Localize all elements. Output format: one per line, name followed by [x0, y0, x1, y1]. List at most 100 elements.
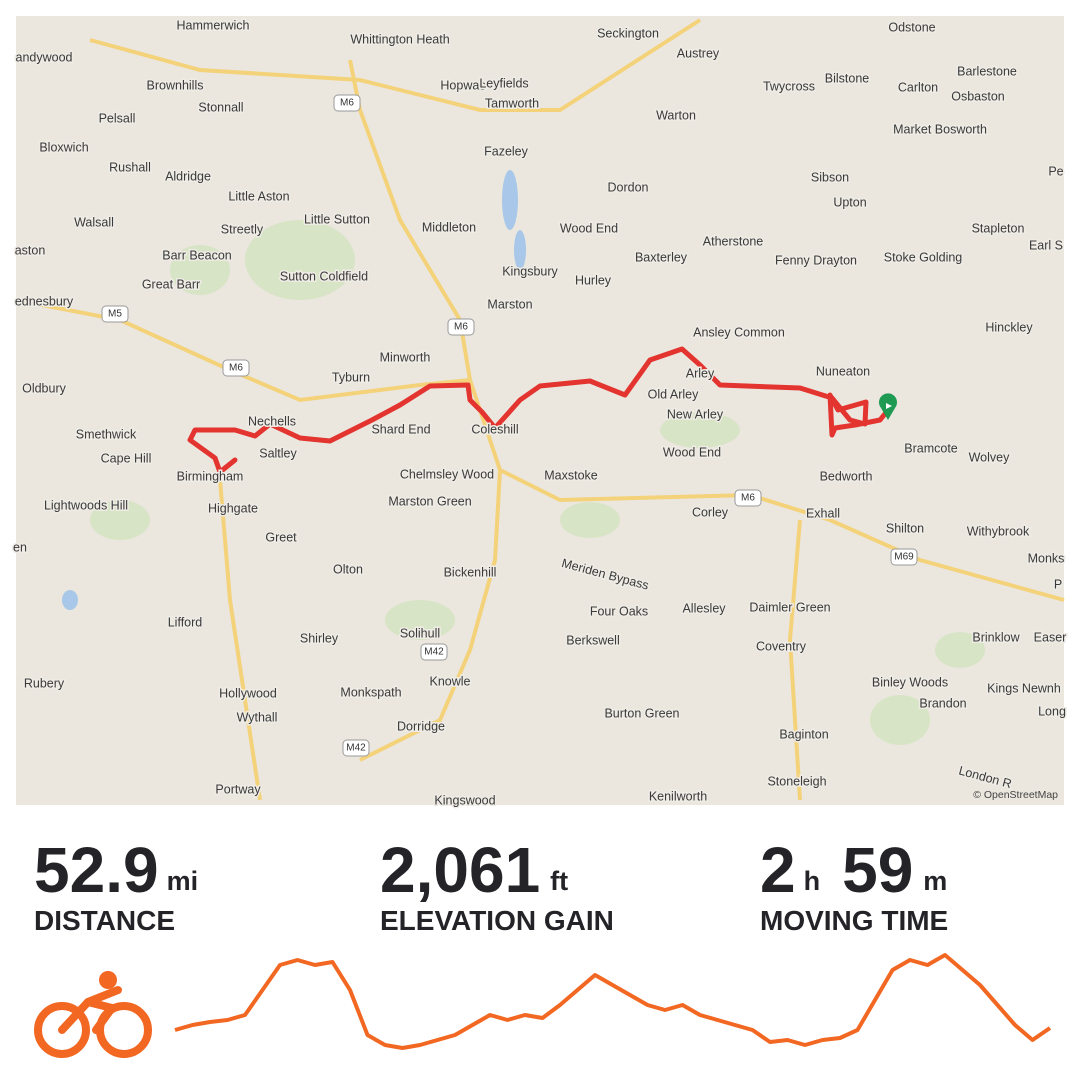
stat-label: MOVING TIME: [760, 905, 948, 936]
place-label: Long: [1038, 704, 1066, 718]
place-label: Oldbury: [22, 381, 67, 395]
elevation-profile: [174, 953, 1052, 1050]
place-label: Stoke Golding: [884, 250, 963, 264]
place-label: Wood End: [560, 221, 618, 235]
place-label: Lifford: [168, 615, 203, 629]
road-shield: [342, 739, 370, 757]
place-label: Portway: [215, 782, 261, 796]
place-label: Stonnall: [198, 100, 243, 114]
place-label: New Arley: [667, 407, 724, 421]
map: Hammerwich Whittington Heath Seckington Aus…: [12, 16, 1068, 809]
place-label: Withybrook: [967, 524, 1030, 538]
place-label: Stapleton: [972, 221, 1025, 235]
place-label: Dorridge: [397, 719, 445, 733]
road-label: M69: [894, 552, 914, 563]
road-label: M6: [454, 322, 468, 333]
place-label: Olton: [333, 562, 363, 576]
place-label: Corley: [692, 505, 729, 519]
place-label: Nuneaton: [816, 364, 870, 378]
place-label: Walsall: [74, 215, 114, 229]
place-label: Sutton Coldfield: [280, 269, 368, 283]
stat-label: ELEVATION GAIN: [380, 905, 614, 936]
place-label: andywood: [16, 50, 73, 64]
place-label: Wolvey: [969, 450, 1011, 464]
stat-value: 59: [842, 834, 913, 906]
place-label: Kingsbury: [502, 264, 558, 278]
place-label: Austrey: [677, 46, 720, 60]
place-label: Berkswell: [566, 633, 620, 647]
place-label: Greet: [265, 530, 297, 544]
map-water: [62, 170, 526, 610]
place-label: Binley Woods: [872, 675, 948, 689]
place-label: en: [13, 540, 27, 554]
place-label: Osbaston: [951, 89, 1005, 103]
place-label: Earl S: [1029, 238, 1063, 252]
place-label: Kings Newnh: [987, 681, 1061, 695]
place-label: Marston Green: [388, 494, 471, 508]
place-label: Minworth: [380, 350, 431, 364]
place-label: Brownhills: [147, 78, 204, 92]
road-label: M6: [229, 363, 243, 374]
stat-unit: mi: [167, 866, 199, 896]
place-label: Kenilworth: [649, 789, 707, 803]
stats: 52.9 mi DISTANCE 2,061 ft ELEVATION GAIN 2 h 59 m…: [34, 834, 948, 936]
map-green-areas: [90, 220, 985, 745]
road-label: M42: [346, 743, 366, 754]
place-label: Middleton: [422, 220, 476, 234]
place-label: Barr Beacon: [162, 248, 232, 262]
road-shield: [101, 305, 129, 323]
place-label: Maxstoke: [544, 468, 598, 482]
place-label: Bilstone: [825, 71, 870, 85]
place-label: Easer: [1034, 630, 1067, 644]
place-label: Lightwoods Hill: [44, 498, 128, 512]
place-label: Wood End: [663, 445, 721, 459]
place-label: Coleshill: [471, 422, 518, 436]
place-label: Streetly: [221, 222, 264, 236]
road-shield: [734, 489, 762, 507]
stat-value: 2,061: [380, 834, 540, 906]
place-label: Baginton: [779, 727, 828, 741]
place-label: Hurley: [575, 273, 612, 287]
road-shield: [222, 359, 250, 377]
road-label: M42: [424, 647, 444, 658]
place-label: Dordon: [608, 180, 649, 194]
place-label: Birmingham: [177, 469, 244, 483]
place-label: Little Aston: [228, 189, 289, 203]
place-label: Hopwas: [440, 78, 485, 92]
place-label: Whittington Heath: [350, 32, 449, 46]
place-label: Rubery: [24, 676, 65, 690]
stat-unit: m: [923, 866, 947, 896]
map-labels: Hammerwich Whittington Heath Seckington Aus…: [12, 17, 1068, 809]
place-label: Twycross: [763, 79, 815, 93]
place-label: Arley: [686, 366, 715, 380]
place-label: Market Bosworth: [893, 122, 987, 136]
stat-unit: h: [804, 866, 821, 896]
place-label: Bloxwich: [39, 140, 88, 154]
stat-unit: ft: [550, 866, 568, 896]
cycling-icon: [34, 971, 152, 1058]
place-label: Shirley: [300, 631, 339, 645]
place-label: ednesbury: [15, 294, 74, 308]
place-label: Carlton: [898, 80, 938, 94]
place-label: Burton Green: [604, 706, 679, 720]
place-label: aston: [15, 243, 46, 257]
place-label: Fazeley: [484, 144, 529, 158]
place-label: Fenny Drayton: [775, 253, 857, 267]
place-label: Hinckley: [985, 320, 1033, 334]
place-label: Nechells: [248, 414, 296, 428]
place-label: Smethwick: [76, 427, 137, 441]
place-label: Hammerwich: [177, 18, 250, 32]
place-label: Hollywood: [219, 686, 277, 700]
stat-value: 2: [760, 834, 796, 906]
place-label: Highgate: [208, 501, 258, 515]
place-label: Wythall: [237, 710, 278, 724]
place-label: Daimler Green: [749, 600, 830, 614]
place-label: Coventry: [756, 639, 807, 653]
place-label: Exhall: [806, 506, 840, 520]
place-label: Rushall: [109, 160, 151, 174]
map-attribution: © OpenStreetMap: [973, 789, 1058, 801]
place-label: Cape Hill: [101, 451, 152, 465]
place-label: Shard End: [371, 422, 430, 436]
place-label: Four Oaks: [590, 604, 648, 618]
